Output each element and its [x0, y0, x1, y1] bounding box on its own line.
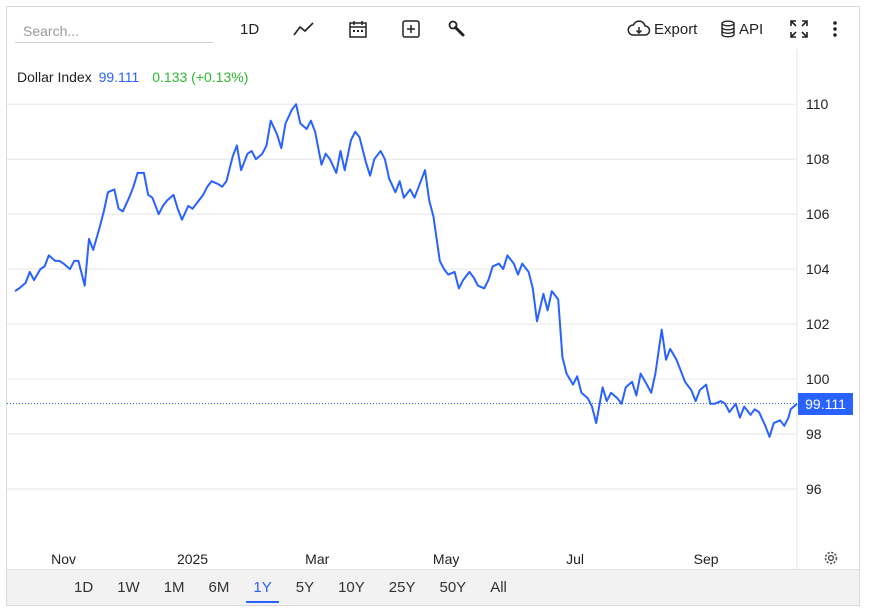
line-chart-icon	[293, 20, 315, 38]
range-button-1d[interactable]: 1D	[74, 578, 94, 596]
wrench-icon	[447, 19, 467, 39]
last-price-tag: 99.111	[798, 392, 853, 415]
grid-layer	[7, 103, 797, 490]
y-tick-label: 104	[806, 261, 830, 277]
series-line	[14, 103, 798, 438]
x-tick-label: Mar	[305, 551, 329, 567]
range-button-25y[interactable]: 25Y	[388, 578, 416, 596]
y-tick-label: 106	[806, 206, 830, 222]
export-label: Export	[654, 20, 698, 38]
cloud-download-icon	[627, 20, 651, 38]
x-tick-label: May	[433, 551, 459, 567]
legend-last-value: 99.111	[98, 69, 140, 85]
y-tick-label: 102	[806, 316, 830, 332]
y-tick-label: 110	[806, 96, 829, 112]
chart-type-button[interactable]	[293, 17, 315, 41]
x-tick-label: Sep	[694, 551, 719, 567]
price-chart[interactable]: 96 98 100 102 104 106 108 110 Nov 2025 Mar May Jul Se…	[7, 49, 861, 569]
x-tick-label: Jul	[566, 551, 584, 567]
calendar-icon	[348, 19, 368, 39]
fullscreen-icon	[789, 19, 809, 39]
range-button-5y[interactable]: 5Y	[295, 578, 315, 596]
plus-square-icon	[401, 19, 421, 39]
more-vertical-icon	[830, 19, 840, 39]
range-button-50y[interactable]: 50Y	[439, 578, 467, 596]
range-button-1w[interactable]: 1W	[117, 578, 140, 596]
export-button[interactable]: Export	[627, 17, 697, 41]
more-options-button[interactable]	[830, 17, 840, 41]
chart-widget: 1D Export	[6, 6, 860, 606]
y-tick-label: 96	[806, 481, 822, 497]
legend-change: 0.133 (+0.13%)	[152, 69, 249, 85]
add-indicator-button[interactable]	[401, 17, 421, 41]
y-tick-label: 98	[806, 426, 822, 442]
range-button-6m[interactable]: 6M	[208, 578, 230, 596]
settings-button[interactable]	[822, 549, 840, 572]
range-button-1y[interactable]: 1Y	[246, 573, 279, 603]
axis-layer: 96 98 100 102 104 106 108 110 Nov 2025 Mar May Jul Se…	[51, 49, 830, 569]
chart-area[interactable]: 96 98 100 102 104 106 108 110 Nov 2025 Mar May Jul Se…	[7, 49, 859, 569]
range-button-all[interactable]: All	[490, 578, 507, 596]
api-button[interactable]: API	[720, 17, 763, 41]
line-layer	[7, 103, 798, 438]
chart-toolbar: 1D Export	[7, 7, 859, 49]
chart-legend: Dollar Index 99.111 0.133 (+0.13%)	[17, 69, 248, 85]
fullscreen-button[interactable]	[789, 17, 809, 41]
date-range-button[interactable]	[348, 17, 368, 41]
api-label: API	[739, 20, 764, 38]
y-tick-label: 100	[806, 371, 830, 387]
drawing-tools-button[interactable]	[447, 17, 467, 41]
x-tick-label: 2025	[177, 551, 208, 567]
search-input[interactable]	[15, 19, 213, 43]
x-tick-label: Nov	[51, 551, 76, 567]
range-button-10y[interactable]: 10Y	[338, 578, 365, 596]
gear-icon	[822, 551, 840, 571]
database-icon	[720, 20, 736, 38]
interval-button[interactable]: 1D	[240, 17, 259, 41]
y-tick-label: 108	[806, 151, 830, 167]
range-button-1m[interactable]: 1M	[163, 578, 185, 596]
range-selector: 1D 1W 1M 6M 1Y 5Y 10Y 25Y 50Y All	[7, 569, 859, 605]
interval-label: 1D	[240, 20, 260, 38]
legend-symbol-name: Dollar Index	[17, 69, 92, 85]
